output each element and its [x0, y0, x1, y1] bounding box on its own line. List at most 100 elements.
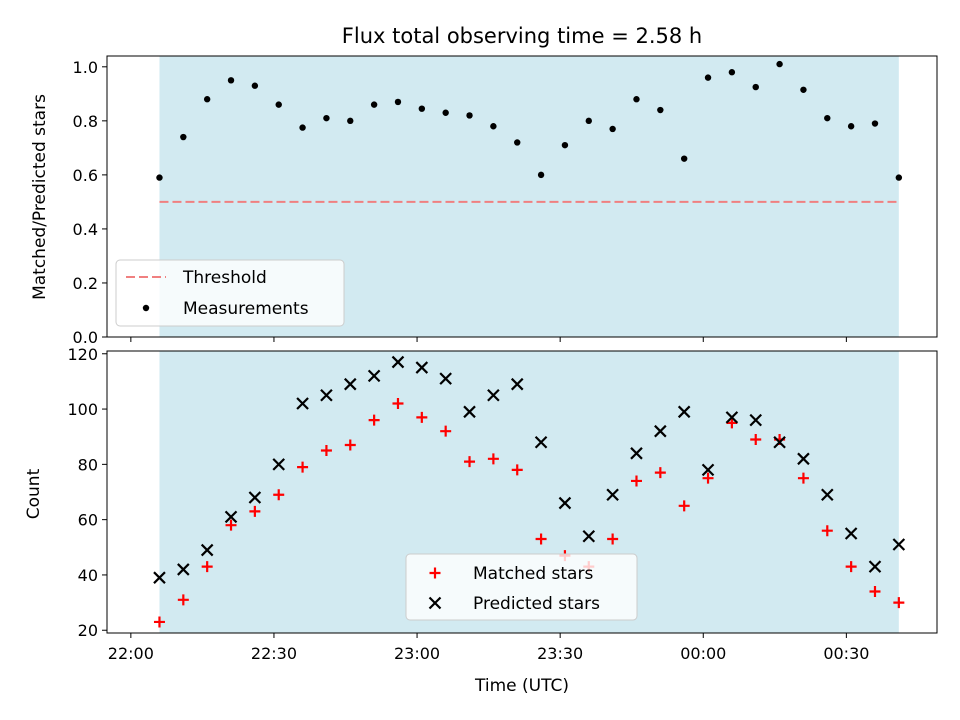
measurement-point — [180, 133, 187, 141]
x-tick-label: 22:00 — [108, 644, 154, 663]
measurement-point — [466, 112, 473, 119]
measurement-point — [514, 139, 521, 146]
predicted-star-marker — [153, 571, 166, 584]
x-tick-label: 00:30 — [823, 644, 869, 663]
measurement-point — [633, 96, 640, 103]
measurement-point — [824, 114, 831, 122]
predicted-star-marker — [725, 411, 739, 424]
bottom-panel: 20 40 60 80 100 120 22:00 22:30 23:00 23:30 00:00… — [67, 345, 938, 663]
top-y-axis-label: Matched/Predicted stars — [30, 94, 50, 300]
matched-star-marker — [607, 533, 619, 545]
matched-star-marker — [249, 505, 261, 517]
measurement-point — [752, 83, 759, 91]
matched-star-marker — [368, 414, 380, 426]
y-tick-label: 0.6 — [73, 166, 98, 185]
measurement-point — [323, 114, 330, 122]
predicted-star-marker — [868, 560, 882, 573]
legend-measurement-swatch — [142, 304, 150, 312]
bottom-y-axis-label: Count — [24, 468, 44, 519]
y-tick-label: 40 — [78, 566, 98, 585]
predicted-star-marker — [343, 377, 357, 391]
legend-threshold-label: Threshold — [182, 268, 267, 288]
legend-matched-label: Matched stars — [473, 564, 593, 584]
measurement-point — [800, 86, 807, 93]
predicted-star-marker — [892, 538, 906, 551]
matched-star-marker — [821, 525, 833, 537]
predicted-star-marker — [558, 496, 572, 510]
measurement-point — [203, 96, 211, 103]
matched-star-marker — [440, 425, 452, 437]
predicted-star-marker — [463, 405, 476, 419]
predicted-stars-points — [153, 355, 906, 584]
measurement-point — [394, 98, 402, 106]
measurement-point — [347, 117, 354, 125]
predicted-star-marker — [200, 543, 214, 557]
matched-star-marker — [225, 519, 237, 531]
predicted-star-marker — [582, 529, 596, 543]
predicted-star-marker — [320, 388, 333, 402]
legend-predicted-label: Predicted stars — [473, 594, 600, 614]
bottom-x-axis: 22:00 22:30 23:00 23:30 00:00 00:30 — [108, 633, 869, 663]
x-tick-label: 00:00 — [680, 644, 726, 663]
measurement-point — [704, 74, 712, 81]
predicted-star-marker — [367, 369, 381, 383]
legend-matched-swatch — [429, 567, 441, 579]
matched-star-marker — [344, 439, 356, 451]
matched-star-marker — [487, 453, 499, 465]
bottom-y-axis: 20 40 60 80 100 120 — [67, 345, 107, 640]
y-tick-label: 0.8 — [73, 112, 98, 131]
chart-title: Flux total observing time = 2.58 h — [342, 24, 702, 48]
y-tick-label: 20 — [78, 621, 98, 640]
matched-star-marker — [750, 433, 762, 445]
predicted-star-marker — [844, 527, 858, 540]
measurement-point — [251, 82, 259, 89]
matched-star-marker — [893, 597, 905, 609]
matched-star-marker — [511, 464, 523, 476]
legend-box — [115, 259, 345, 327]
measurement-point — [442, 109, 449, 116]
y-tick-label: 0.4 — [73, 220, 98, 239]
measurement-point — [895, 174, 903, 181]
matched-star-marker — [869, 586, 881, 598]
matched-star-marker — [392, 398, 404, 410]
predicted-star-marker — [821, 488, 834, 502]
x-axis-label: Time (UTC) — [474, 676, 569, 696]
measurement-point — [847, 123, 855, 130]
predicted-star-marker — [701, 463, 715, 477]
matched-star-marker — [320, 445, 332, 457]
legend-measurement-label: Measurements — [183, 299, 309, 319]
matched-star-marker — [273, 489, 285, 501]
measurement-point — [561, 141, 569, 149]
measurement-point — [156, 174, 163, 181]
top-plot-frame — [106, 55, 938, 338]
legend-box — [405, 553, 638, 621]
bottom-plot-frame — [106, 350, 938, 634]
legend-predicted-swatch — [428, 596, 442, 610]
matched-stars-points — [153, 398, 905, 628]
top-y-axis: 0.0 0.2 0.4 0.6 0.8 1.0 — [73, 58, 107, 347]
measurement-point — [370, 101, 378, 108]
predicted-star-marker — [391, 355, 405, 369]
bottom-legend: Matched stars Predicted stars — [405, 553, 638, 621]
matched-star-marker — [726, 417, 738, 429]
y-tick-label: 0.2 — [73, 274, 98, 293]
y-tick-label: 60 — [78, 511, 98, 530]
measurement-point — [871, 120, 879, 127]
measurement-point — [657, 106, 664, 114]
predicted-star-marker — [654, 424, 667, 438]
measurement-point — [490, 123, 497, 130]
matched-star-marker — [845, 561, 857, 573]
top-x-axis — [130, 337, 847, 342]
predicted-star-marker — [415, 361, 429, 374]
matched-star-marker — [535, 533, 547, 545]
predicted-star-marker — [177, 563, 190, 576]
matched-star-marker — [797, 472, 809, 484]
predicted-star-marker — [606, 488, 619, 502]
matched-star-marker — [678, 500, 690, 512]
predicted-star-marker — [272, 458, 286, 471]
predicted-star-marker — [487, 388, 500, 402]
y-tick-label: 100 — [67, 400, 98, 419]
top-legend: Threshold Measurements — [115, 259, 345, 327]
measurement-point — [299, 124, 306, 131]
y-tick-label: 1.0 — [73, 58, 98, 77]
